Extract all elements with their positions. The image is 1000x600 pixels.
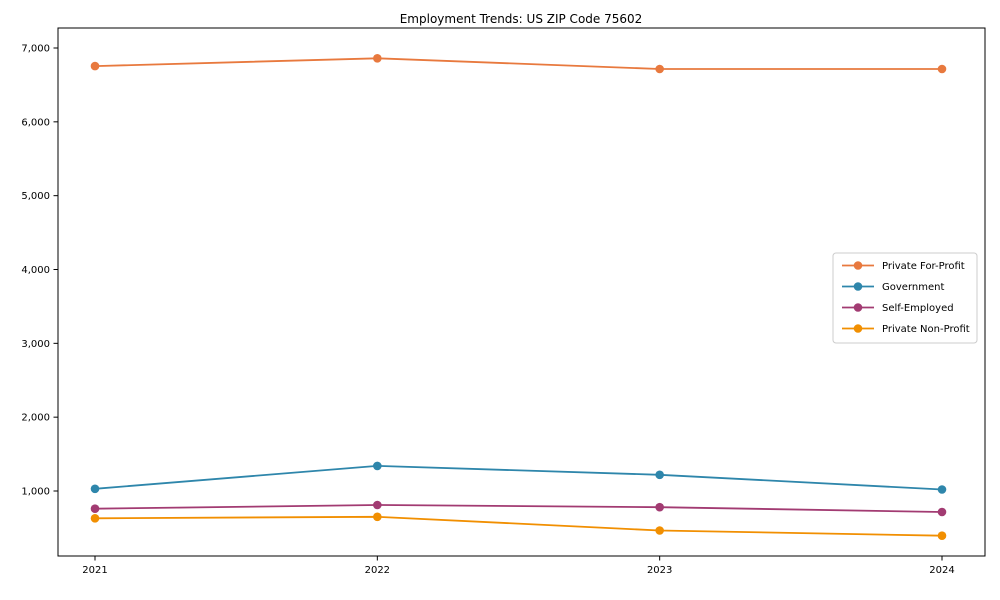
legend-item-label: Private Non-Profit bbox=[882, 324, 970, 335]
series-line-government bbox=[94, 464, 943, 491]
data-point bbox=[937, 64, 947, 74]
data-point bbox=[655, 470, 664, 480]
plot-border bbox=[57, 27, 986, 557]
data-point bbox=[655, 526, 664, 535]
y-tick-label: 7,000 bbox=[21, 44, 50, 55]
data-point bbox=[937, 507, 947, 517]
x-tick-label: 2024 bbox=[929, 565, 954, 576]
y-tick-label: 5,000 bbox=[21, 191, 50, 202]
data-point bbox=[373, 54, 382, 63]
series-line-private-for-profit bbox=[94, 57, 942, 70]
legend-marker-dot bbox=[853, 282, 863, 291]
series-line-self-employed bbox=[94, 504, 943, 513]
data-point bbox=[937, 485, 947, 494]
y-tick-label: 1,000 bbox=[21, 487, 50, 498]
data-point bbox=[90, 484, 100, 494]
data-point bbox=[90, 61, 100, 71]
legend-item-label: Government bbox=[882, 282, 944, 293]
series-line-private-non-profit bbox=[94, 515, 943, 537]
legend-marker-dot bbox=[853, 303, 863, 312]
data-point bbox=[937, 531, 947, 540]
y-tick-label: 2,000 bbox=[21, 413, 50, 424]
series-group bbox=[90, 54, 947, 540]
x-tick-label: 2021 bbox=[82, 565, 107, 576]
plot-frame bbox=[57, 27, 986, 557]
legend-marker-dot bbox=[853, 324, 863, 333]
x-tick-label: 2022 bbox=[365, 565, 390, 576]
legend-marker-dot bbox=[853, 261, 863, 270]
x-axis: 2021 2022 2023 2024 bbox=[82, 556, 955, 576]
legend-item-label: Self-Employed bbox=[882, 303, 954, 314]
data-point bbox=[373, 500, 382, 510]
data-point bbox=[90, 514, 100, 523]
legend-box bbox=[832, 252, 978, 344]
y-tick-label: 4,000 bbox=[21, 265, 50, 276]
x-tick-label: 2023 bbox=[647, 565, 672, 576]
data-point bbox=[655, 64, 664, 74]
chart-title: Employment Trends: US ZIP Code 75602 bbox=[400, 12, 643, 26]
y-tick-label: 3,000 bbox=[21, 339, 50, 350]
legend-item-label: Private For-Profit bbox=[882, 261, 965, 272]
y-axis: 1,000 2,000 3,000 4,000 5,000 6,000 7,000 bbox=[21, 44, 58, 498]
data-point bbox=[655, 502, 664, 512]
data-point bbox=[90, 504, 100, 513]
data-point bbox=[373, 512, 382, 522]
data-point bbox=[373, 461, 382, 471]
legend: Private For-Profit Government Self-Employe… bbox=[832, 252, 978, 344]
y-tick-label: 6,000 bbox=[21, 117, 50, 128]
